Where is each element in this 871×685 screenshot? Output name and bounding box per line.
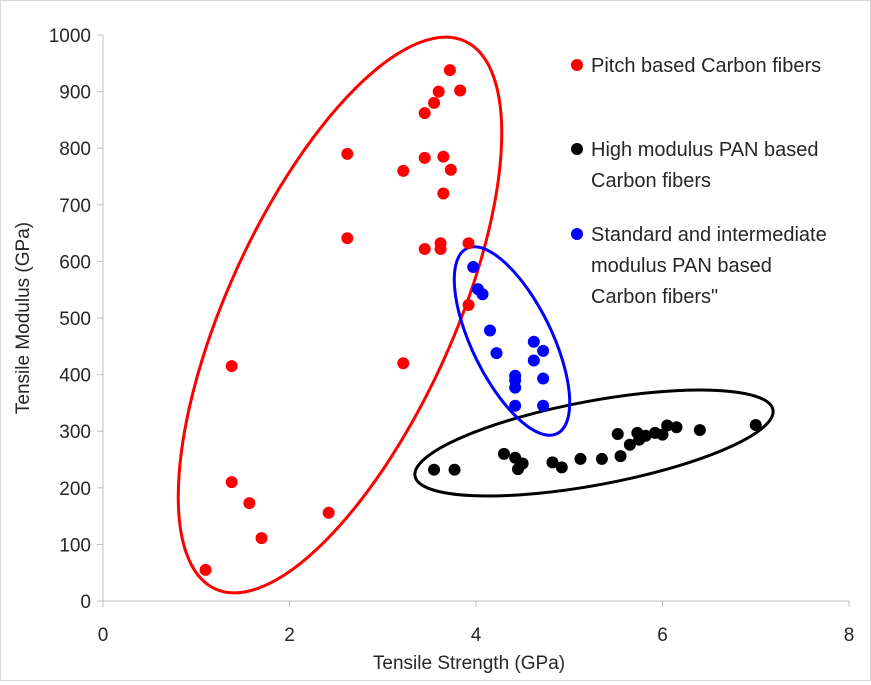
data-point: [199, 563, 212, 576]
data-point: [428, 463, 441, 476]
data-point: [749, 418, 762, 431]
data-point: [255, 532, 268, 545]
legend: Pitch based Carbon fibers High modulus PA…: [571, 55, 827, 308]
x-tick-label: 0: [98, 625, 109, 646]
data-point: [225, 476, 238, 489]
data-point: [397, 357, 410, 370]
data-point: [432, 85, 445, 98]
data-point: [437, 187, 450, 200]
data-point: [448, 463, 461, 476]
data-point: [490, 347, 503, 360]
data-point: [670, 421, 683, 434]
data-point: [444, 163, 457, 176]
data-point: [527, 354, 540, 367]
y-tick-label: 300: [59, 422, 91, 443]
data-point: [611, 428, 624, 441]
x-axis-label: Tensile Strength (GPa): [373, 653, 565, 674]
data-point: [527, 335, 540, 348]
data-point: [418, 151, 431, 164]
data-point: [661, 419, 674, 432]
data-point: [693, 424, 706, 437]
y-tick-label: 0: [80, 592, 91, 613]
y-axis-label: Tensile Modulus (GPa): [13, 222, 34, 414]
data-point: [555, 461, 568, 474]
data-point: [656, 428, 669, 441]
x-tick-label: 4: [471, 625, 482, 646]
x-tick-label: 8: [844, 625, 855, 646]
data-point: [509, 381, 522, 394]
data-point: [454, 84, 467, 97]
data-point: [434, 237, 447, 250]
data-point: [418, 107, 431, 120]
y-tick-label: 900: [59, 83, 91, 104]
legend-label: High modulus PAN based: [591, 139, 819, 161]
x-tick-label: 6: [657, 625, 668, 646]
data-point: [546, 456, 559, 469]
y-tick-label: 500: [59, 309, 91, 330]
data-point: [574, 452, 587, 465]
data-point: [509, 399, 522, 412]
y-tick-label: 800: [59, 139, 91, 160]
data-point: [639, 429, 652, 442]
data-point: [341, 232, 354, 245]
data-point: [418, 242, 431, 255]
cluster-ellipse: [413, 388, 775, 498]
y-tick-label: 700: [59, 196, 91, 217]
cluster-ellipses: [176, 35, 775, 595]
data-point: [623, 438, 636, 451]
y-tick-label: 1000: [49, 26, 91, 47]
x-tick-label: 2: [284, 625, 295, 646]
data-point: [462, 298, 475, 311]
legend-label: modulus PAN based: [591, 255, 772, 277]
legend-label: Pitch based Carbon fibers: [591, 55, 821, 77]
data-point: [467, 261, 480, 274]
data-point: [462, 237, 475, 250]
legend-marker: [571, 143, 583, 155]
data-point: [595, 452, 608, 465]
data-point: [322, 506, 335, 519]
data-point: [428, 96, 441, 109]
data-point: [537, 399, 550, 412]
data-point: [476, 288, 489, 301]
data-point: [243, 497, 256, 510]
legend-marker: [571, 59, 583, 71]
data-point: [443, 64, 456, 77]
y-tick-label: 400: [59, 366, 91, 387]
data-point: [341, 147, 354, 160]
legend-label: Standard and intermediate: [591, 224, 827, 246]
data-point: [537, 344, 550, 357]
y-tick-label: 600: [59, 252, 91, 273]
data-point: [516, 457, 529, 470]
cluster-ellipse: [176, 35, 504, 595]
data-point: [437, 150, 450, 163]
legend-label: Carbon fibers: [591, 170, 711, 192]
y-tick-label: 100: [59, 535, 91, 556]
legend-marker: [571, 228, 583, 240]
axes: 0 100 200 300 400 500 600 700 800 900 1000 0 2 4 6 8: [49, 26, 855, 646]
data-points: [199, 64, 762, 576]
y-tick-label: 200: [59, 479, 91, 500]
legend-label: Carbon fibers": [591, 286, 718, 308]
data-point: [614, 450, 627, 463]
data-point: [483, 324, 496, 337]
data-point: [497, 447, 510, 460]
data-point: [397, 164, 410, 177]
data-point: [537, 372, 550, 385]
data-point: [225, 360, 238, 373]
